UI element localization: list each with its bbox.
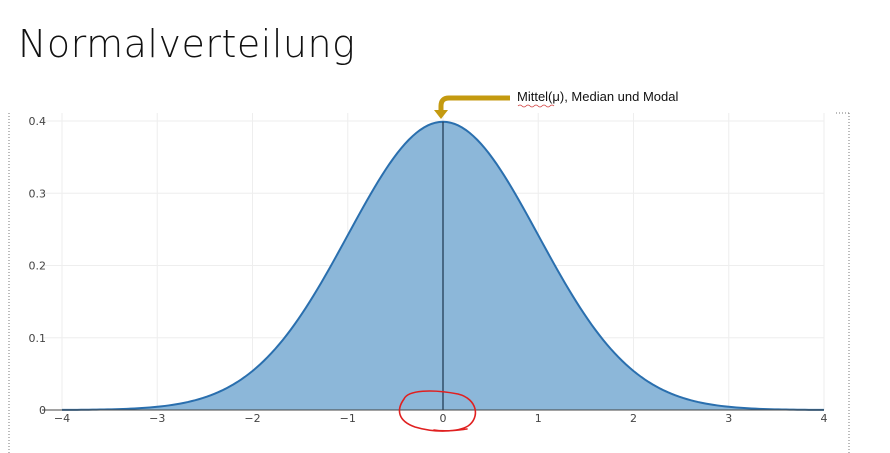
annotation-text: Mittel(μ), Median und Modal [517,89,679,104]
handdrawn-circle-mark [398,390,477,432]
x-tick-label: −4 [54,412,70,425]
y-tick-label: 0 [39,404,46,417]
y-tick-label: 0.4 [29,115,47,128]
x-tick-label: 3 [725,412,732,425]
annotation-arrow [438,95,510,111]
y-tick-label: 0.3 [29,187,47,200]
spellcheck-underline [517,104,555,108]
slide-title: Normalverteilung [18,22,356,66]
x-tick-label: −2 [244,412,260,425]
x-tick-label: 2 [630,412,637,425]
x-tick-label: −3 [149,412,165,425]
annotation-arrow-head [434,110,448,119]
x-tick-label: −1 [340,412,356,425]
series-curve-line [61,120,825,411]
y-tick-label: 0.1 [29,332,47,345]
x-tick-label: 4 [821,412,828,425]
x-tick-label: 1 [535,412,542,425]
y-tick-label: 0.2 [29,260,47,273]
x-tick-label: 0 [440,412,447,425]
tick-layer: −4 −3 −2 −1 0 1 2 3 4 0 0.1 0.2 0.3 0.4 [29,115,828,425]
